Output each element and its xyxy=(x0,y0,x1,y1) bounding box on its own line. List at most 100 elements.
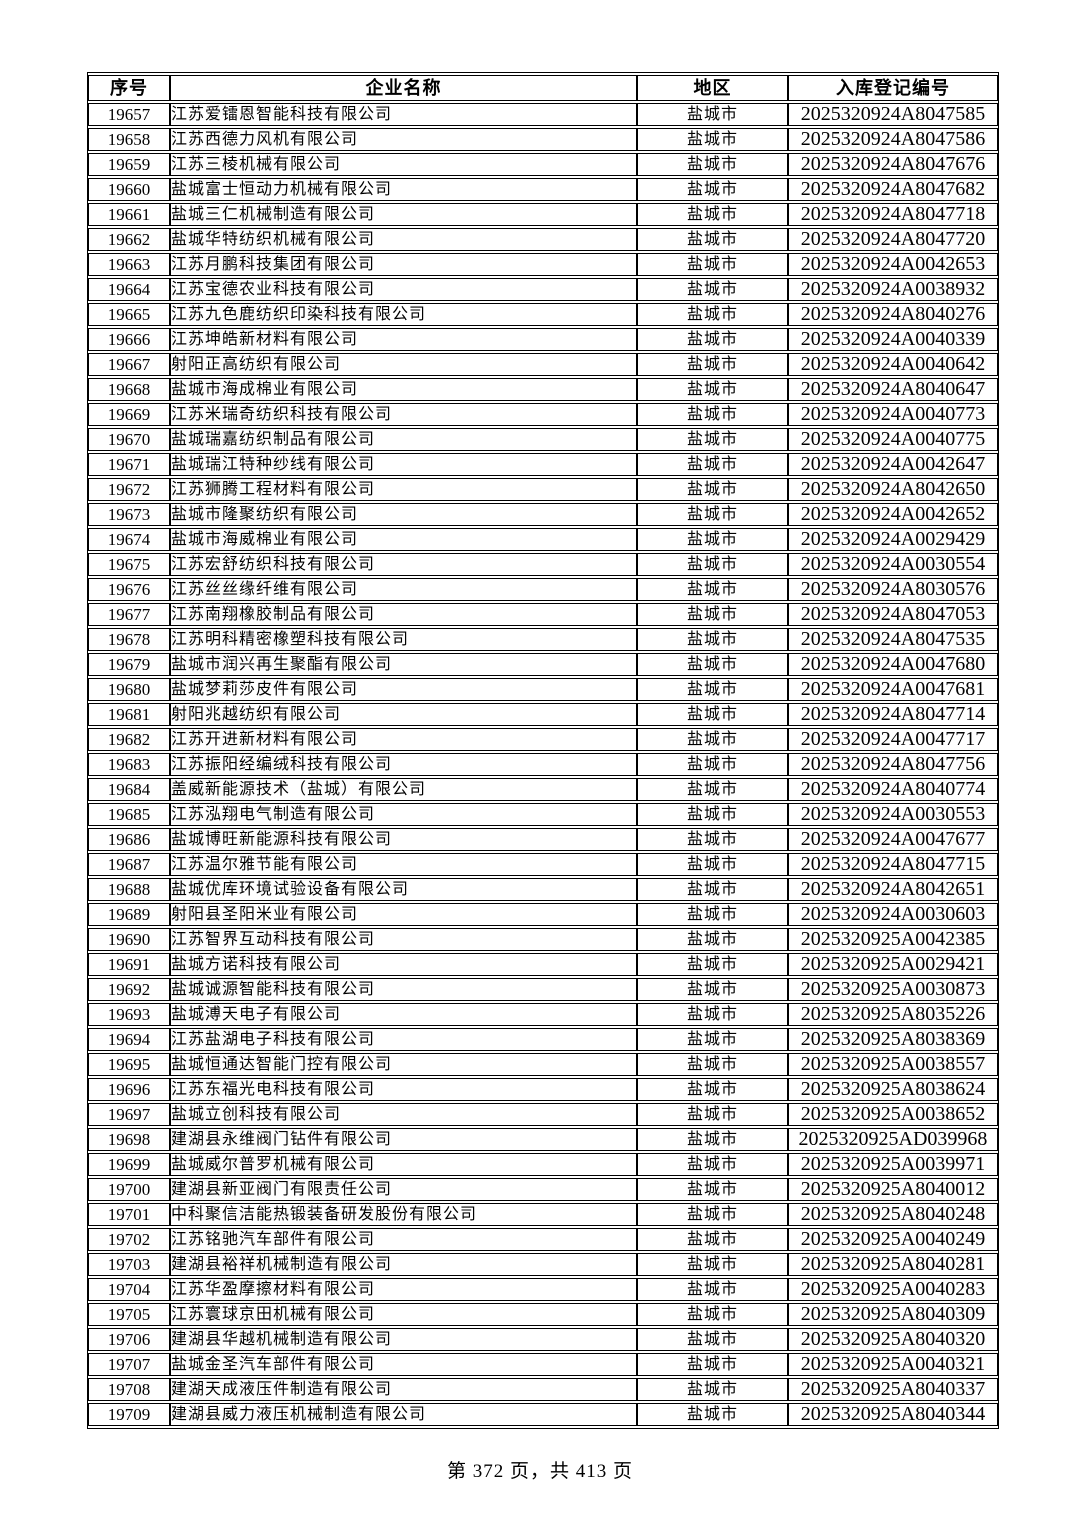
cell-seq: 19685 xyxy=(88,803,170,826)
cell-region: 盐城市 xyxy=(637,303,788,326)
cell-region: 盐城市 xyxy=(637,603,788,626)
cell-registration-no: 2025320925A0038652 xyxy=(788,1103,998,1126)
cell-seq: 19657 xyxy=(88,103,170,126)
cell-seq: 19667 xyxy=(88,353,170,376)
table-row: 19691 盐城方诺科技有限公司 盐城市 2025320925A0029421 xyxy=(88,953,998,976)
cell-seq: 19672 xyxy=(88,478,170,501)
cell-region: 盐城市 xyxy=(637,278,788,301)
cell-seq: 19669 xyxy=(88,403,170,426)
table-row: 19709 建湖县威力液压机械制造有限公司 盐城市 2025320925A804034… xyxy=(88,1403,998,1426)
cell-region: 盐城市 xyxy=(637,728,788,751)
cell-seq: 19704 xyxy=(88,1278,170,1301)
table-row: 19701 中科聚信洁能热锻装备研发股份有限公司 盐城市 2025320925A804… xyxy=(88,1203,998,1226)
cell-company-name: 江苏三棱机械有限公司 xyxy=(170,153,637,176)
cell-company-name: 江苏南翔橡胶制品有限公司 xyxy=(170,603,637,626)
cell-registration-no: 2025320924A8042651 xyxy=(788,878,998,901)
cell-registration-no: 2025320924A0042653 xyxy=(788,253,998,276)
cell-company-name: 盐城优库环境试验设备有限公司 xyxy=(170,878,637,901)
cell-region: 盐城市 xyxy=(637,1378,788,1401)
table-row: 19695 盐城恒通达智能门控有限公司 盐城市 2025320925A0038557 xyxy=(88,1053,998,1076)
cell-registration-no: 2025320924A8047714 xyxy=(788,703,998,726)
cell-seq: 19691 xyxy=(88,953,170,976)
cell-seq: 19677 xyxy=(88,603,170,626)
cell-company-name: 建湖县新亚阀门有限责任公司 xyxy=(170,1178,637,1201)
cell-region: 盐城市 xyxy=(637,378,788,401)
cell-registration-no: 2025320924A8040647 xyxy=(788,378,998,401)
cell-region: 盐城市 xyxy=(637,1003,788,1026)
cell-region: 盐城市 xyxy=(637,953,788,976)
cell-seq: 19665 xyxy=(88,303,170,326)
cell-region: 盐城市 xyxy=(637,428,788,451)
cell-registration-no: 2025320925A0040283 xyxy=(788,1278,998,1301)
cell-registration-no: 2025320924A8047715 xyxy=(788,853,998,876)
cell-seq: 19658 xyxy=(88,128,170,151)
cell-registration-no: 2025320924A8047756 xyxy=(788,753,998,776)
table-row: 19662 盐城华特纺织机械有限公司 盐城市 2025320924A8047720 xyxy=(88,228,998,251)
cell-company-name: 射阳县圣阳米业有限公司 xyxy=(170,903,637,926)
cell-company-name: 盐城金圣汽车部件有限公司 xyxy=(170,1353,637,1376)
cell-region: 盐城市 xyxy=(637,103,788,126)
cell-registration-no: 2025320924A0047681 xyxy=(788,678,998,701)
cell-region: 盐城市 xyxy=(637,228,788,251)
cell-region: 盐城市 xyxy=(637,978,788,1001)
cell-seq: 19694 xyxy=(88,1028,170,1051)
table-row: 19672 江苏狮腾工程材料有限公司 盐城市 2025320924A8042650 xyxy=(88,478,998,501)
cell-registration-no: 2025320924A8047718 xyxy=(788,203,998,226)
cell-company-name: 江苏米瑞奇纺织科技有限公司 xyxy=(170,403,637,426)
cell-company-name: 江苏振阳经编绒科技有限公司 xyxy=(170,753,637,776)
table-row: 19679 盐城市润兴再生聚酯有限公司 盐城市 2025320924A0047680 xyxy=(88,653,998,676)
cell-company-name: 江苏盐湖电子科技有限公司 xyxy=(170,1028,637,1051)
table-row: 19670 盐城瑞嘉纺织制品有限公司 盐城市 2025320924A0040775 xyxy=(88,428,998,451)
col-header-region: 地区 xyxy=(637,75,788,101)
cell-seq: 19698 xyxy=(88,1128,170,1151)
cell-registration-no: 2025320924A8047053 xyxy=(788,603,998,626)
cell-registration-no: 2025320924A0042647 xyxy=(788,453,998,476)
cell-registration-no: 2025320924A8047586 xyxy=(788,128,998,151)
cell-region: 盐城市 xyxy=(637,928,788,951)
table-row: 19702 江苏铭驰汽车部件有限公司 盐城市 2025320925A0040249 xyxy=(88,1228,998,1251)
cell-registration-no: 2025320925A0038557 xyxy=(788,1053,998,1076)
cell-seq: 19695 xyxy=(88,1053,170,1076)
table-row: 19698 建湖县永维阀门钻件有限公司 盐城市 2025320925AD039968 xyxy=(88,1128,998,1151)
cell-company-name: 建湖天成液压件制造有限公司 xyxy=(170,1378,637,1401)
cell-registration-no: 2025320924A0047717 xyxy=(788,728,998,751)
cell-registration-no: 2025320924A0030603 xyxy=(788,903,998,926)
cell-region: 盐城市 xyxy=(637,878,788,901)
cell-region: 盐城市 xyxy=(637,1228,788,1251)
cell-company-name: 江苏华盈摩擦材料有限公司 xyxy=(170,1278,637,1301)
cell-company-name: 盐城富士恒动力机械有限公司 xyxy=(170,178,637,201)
cell-registration-no: 2025320925A0040249 xyxy=(788,1228,998,1251)
table-row: 19703 建湖县裕祥机械制造有限公司 盐城市 2025320925A8040281 xyxy=(88,1253,998,1276)
cell-seq: 19670 xyxy=(88,428,170,451)
cell-company-name: 江苏开进新材料有限公司 xyxy=(170,728,637,751)
cell-registration-no: 2025320925A8040344 xyxy=(788,1403,998,1426)
cell-registration-no: 2025320924A0029429 xyxy=(788,528,998,551)
table-row: 19658 江苏西德力风机有限公司 盐城市 2025320924A8047586 xyxy=(88,128,998,151)
cell-registration-no: 2025320925A8040309 xyxy=(788,1303,998,1326)
col-header-seq: 序号 xyxy=(88,75,170,101)
cell-registration-no: 2025320924A0040773 xyxy=(788,403,998,426)
cell-region: 盐城市 xyxy=(637,1053,788,1076)
cell-company-name: 江苏泓翔电气制造有限公司 xyxy=(170,803,637,826)
cell-seq: 19687 xyxy=(88,853,170,876)
cell-company-name: 江苏丝丝缘纤维有限公司 xyxy=(170,578,637,601)
cell-region: 盐城市 xyxy=(637,653,788,676)
cell-company-name: 江苏宝德农业科技有限公司 xyxy=(170,278,637,301)
cell-company-name: 盐城市隆聚纺织有限公司 xyxy=(170,503,637,526)
table-row: 19687 江苏温尔雅节能有限公司 盐城市 2025320924A8047715 xyxy=(88,853,998,876)
cell-company-name: 江苏月鹏科技集团有限公司 xyxy=(170,253,637,276)
cell-region: 盐城市 xyxy=(637,1203,788,1226)
table-row: 19676 江苏丝丝缘纤维有限公司 盐城市 2025320924A8030576 xyxy=(88,578,998,601)
cell-region: 盐城市 xyxy=(637,203,788,226)
cell-seq: 19662 xyxy=(88,228,170,251)
cell-company-name: 盐城立创科技有限公司 xyxy=(170,1103,637,1126)
cell-region: 盐城市 xyxy=(637,1253,788,1276)
cell-company-name: 建湖县威力液压机械制造有限公司 xyxy=(170,1403,637,1426)
cell-seq: 19702 xyxy=(88,1228,170,1251)
cell-registration-no: 2025320924A0047680 xyxy=(788,653,998,676)
cell-region: 盐城市 xyxy=(637,778,788,801)
cell-seq: 19675 xyxy=(88,553,170,576)
col-header-registration-no: 入库登记编号 xyxy=(788,75,998,101)
cell-company-name: 江苏明科精密橡塑科技有限公司 xyxy=(170,628,637,651)
